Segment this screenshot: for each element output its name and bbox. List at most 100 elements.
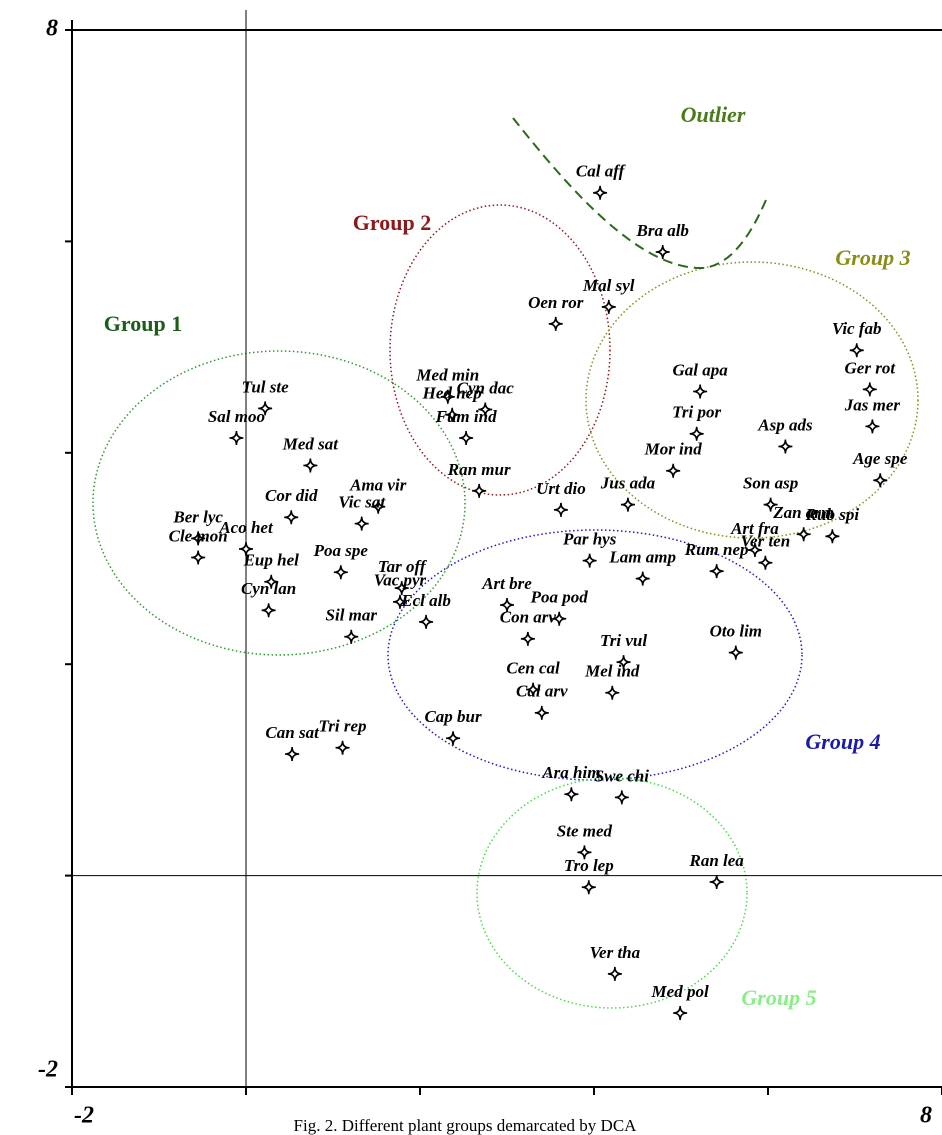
point	[264, 574, 279, 589]
point-label: Tar off	[378, 557, 428, 576]
point-label: Ran lea	[689, 851, 745, 870]
point-label: Ste med	[557, 821, 613, 840]
point-label: Sal moo	[208, 407, 265, 426]
point	[605, 685, 620, 700]
point-label: Poa spe	[313, 541, 369, 560]
group-4-ellipse	[387, 529, 803, 781]
point	[778, 439, 793, 454]
point-label: Son asp	[743, 473, 798, 492]
point-label: Fum ind	[435, 407, 497, 426]
point	[747, 543, 762, 558]
group-5-ellipse	[476, 777, 748, 1009]
point-label: Cal arv	[516, 682, 568, 701]
point-label: Rum nep	[684, 540, 749, 559]
point	[459, 430, 474, 446]
point	[478, 402, 493, 417]
point-label: Tro lep	[564, 856, 614, 875]
point-label: Lam amp	[608, 547, 676, 566]
point	[335, 740, 350, 755]
point-label: Gal apa	[673, 360, 729, 379]
point	[552, 611, 567, 626]
point	[191, 531, 206, 546]
point-label: Cen cal	[506, 658, 560, 677]
group-3-ellipse	[585, 261, 919, 539]
point	[445, 407, 460, 422]
point	[614, 790, 629, 805]
point	[655, 244, 670, 260]
point-label: Cyn dac	[457, 378, 515, 397]
point	[499, 597, 515, 613]
point-label: Oto lim	[710, 621, 762, 640]
point	[825, 529, 840, 544]
point-label: Cap bur	[424, 707, 482, 726]
outlier-label: Outlier	[681, 102, 746, 127]
point-label: Poa pod	[530, 588, 589, 607]
point	[577, 845, 592, 860]
point	[693, 384, 708, 399]
point	[258, 401, 273, 416]
point-label: Cyn lan	[241, 579, 296, 598]
point-label: Jus ada	[600, 473, 656, 492]
point-label: Oen ror	[528, 293, 584, 312]
point	[849, 343, 864, 358]
point	[333, 565, 348, 580]
point	[709, 564, 724, 579]
point-label: Vac pyr	[374, 571, 427, 590]
point	[873, 473, 888, 488]
point	[763, 497, 778, 512]
point-label: Aco het	[218, 518, 274, 537]
group-label: Group 5	[741, 985, 816, 1010]
point	[862, 382, 877, 397]
point-label: Mel ind	[584, 662, 640, 681]
point	[616, 655, 631, 670]
point	[394, 581, 409, 596]
point-label: Tul ste	[242, 377, 290, 396]
point	[392, 594, 408, 609]
point-label: Jas mer	[844, 395, 901, 414]
point-label: Ver tha	[590, 943, 641, 962]
point-label: Vic fab	[832, 319, 882, 338]
point-label: Cal aff	[576, 162, 627, 181]
point-label: Vic sat	[338, 493, 386, 512]
point	[303, 458, 318, 473]
point-label: Con arv	[500, 608, 557, 627]
point-label: Ama vir	[349, 476, 407, 495]
point-label: Mal syl	[582, 276, 635, 295]
point-label: Tri rep	[319, 717, 367, 736]
point	[607, 966, 622, 981]
x-tick-label: 8	[920, 1103, 932, 1129]
point-label: Sil mar	[326, 606, 378, 625]
point-label: Zan arm	[772, 503, 834, 522]
point	[581, 880, 596, 895]
point	[344, 629, 359, 644]
point-label: Ger rot	[845, 358, 897, 377]
point	[865, 419, 880, 434]
point-label: Tri por	[672, 403, 721, 422]
point	[620, 497, 635, 512]
point	[601, 299, 616, 314]
point	[261, 603, 276, 618]
point-label: Age spe	[852, 449, 908, 468]
point	[284, 510, 299, 525]
point-label: Cle mon	[169, 526, 228, 545]
point	[796, 527, 811, 542]
group-label: Group 2	[353, 210, 431, 235]
point-label: Med pol	[651, 982, 709, 1001]
point-label: Med sat	[282, 434, 340, 453]
group-label: Group 1	[104, 311, 182, 336]
point	[472, 483, 487, 498]
x-tick-label: -2	[74, 1103, 94, 1129]
point-label: Urt dio	[536, 479, 586, 498]
point	[238, 541, 254, 557]
point	[534, 705, 549, 720]
point	[593, 185, 608, 200]
caption: Fig. 2. Different plant groups demarcate…	[294, 1116, 638, 1135]
point-label: Rub spi	[805, 505, 860, 524]
point	[709, 874, 724, 889]
point-label: Art fra	[730, 519, 779, 538]
point-label: Tri vul	[600, 631, 647, 650]
group-label: Group 3	[835, 245, 910, 270]
point	[666, 463, 681, 478]
point-label: Eup hel	[243, 551, 300, 570]
